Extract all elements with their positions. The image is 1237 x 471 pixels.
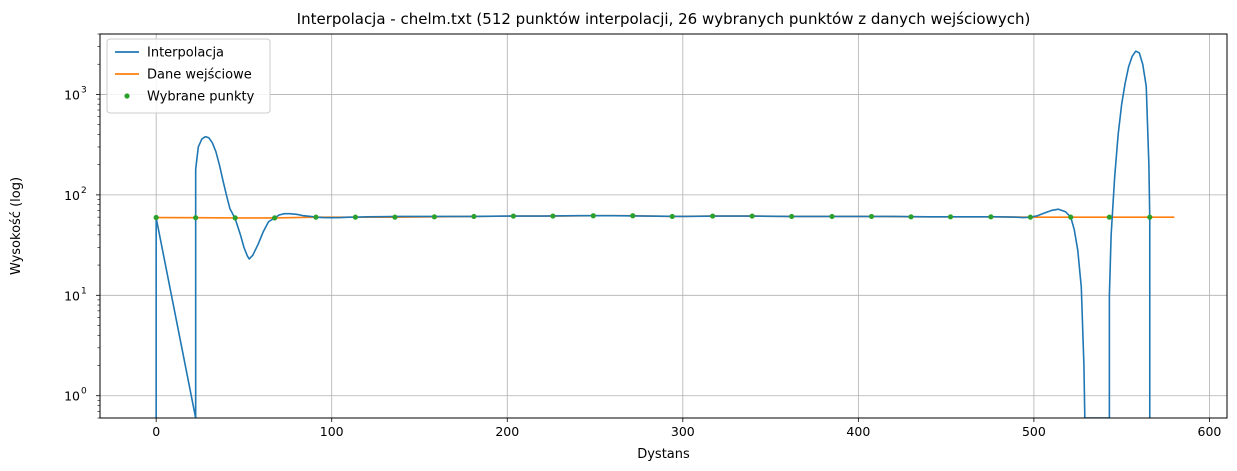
data-point xyxy=(669,213,675,220)
legend-label: Wybrane punkty xyxy=(147,90,255,105)
plot-data xyxy=(153,50,1175,418)
legend-label: Dane wejściowe xyxy=(147,68,252,83)
plot-frame xyxy=(99,33,1228,419)
data-point xyxy=(1068,214,1074,220)
x-tick-label: 100 xyxy=(320,424,344,439)
data-point xyxy=(313,214,319,220)
y-tick-exponent: 0 xyxy=(81,387,87,397)
data-point xyxy=(431,214,438,220)
data-point xyxy=(193,215,199,221)
x-axis-label: Dystans xyxy=(637,447,690,462)
series-line-interpolacja xyxy=(155,50,1151,418)
y-tick-label: 10 xyxy=(64,188,80,203)
data-point xyxy=(1147,214,1153,220)
grid xyxy=(100,34,1227,418)
legend-label: Interpolacja xyxy=(147,46,224,61)
x-tick-label: 200 xyxy=(495,424,519,439)
data-point xyxy=(630,213,636,219)
legend-item: Wybrane punkty xyxy=(124,90,255,105)
data-point xyxy=(232,215,238,221)
data-point xyxy=(352,214,359,220)
data-point xyxy=(392,214,398,220)
data-point xyxy=(590,213,596,219)
y-tick-label: 10 xyxy=(64,288,80,303)
y-axis-label: Wysokość (log) xyxy=(9,177,24,275)
legend-marker-swatch xyxy=(124,93,130,99)
data-point xyxy=(829,213,835,220)
legend-box xyxy=(106,38,271,114)
data-point xyxy=(1106,214,1112,220)
y-tick-exponent: 3 xyxy=(81,85,87,95)
data-point xyxy=(947,214,954,220)
data-point xyxy=(749,213,755,219)
legend-item: Dane wejściowe xyxy=(115,68,252,83)
y-tick-exponent: 1 xyxy=(81,286,87,296)
data-point xyxy=(868,213,875,220)
y-tick-label: 10 xyxy=(64,87,80,102)
x-tick-label: 300 xyxy=(671,424,695,439)
data-point xyxy=(471,213,477,220)
x-tick-label: 500 xyxy=(1022,424,1046,439)
legend: Interpolacja Dane wejściowe Wybrane punkty xyxy=(106,38,271,114)
data-point xyxy=(710,213,716,219)
data-point xyxy=(908,214,914,220)
legend-item: Interpolacja xyxy=(115,46,224,61)
data-point xyxy=(550,213,556,219)
data-point xyxy=(153,214,159,221)
data-point xyxy=(988,214,994,220)
chart-title: Interpolacja - chelm.txt (512 punktów in… xyxy=(297,10,1031,28)
data-point xyxy=(789,213,795,220)
x-tick-label: 400 xyxy=(846,424,870,439)
data-point xyxy=(272,215,278,221)
x-tick-label: 600 xyxy=(1198,424,1222,439)
data-point xyxy=(1027,214,1033,220)
x-tick-label: 0 xyxy=(152,424,160,439)
data-point xyxy=(510,213,517,219)
y-tick-label: 10 xyxy=(64,389,80,404)
y-tick-exponent: 2 xyxy=(81,186,87,196)
